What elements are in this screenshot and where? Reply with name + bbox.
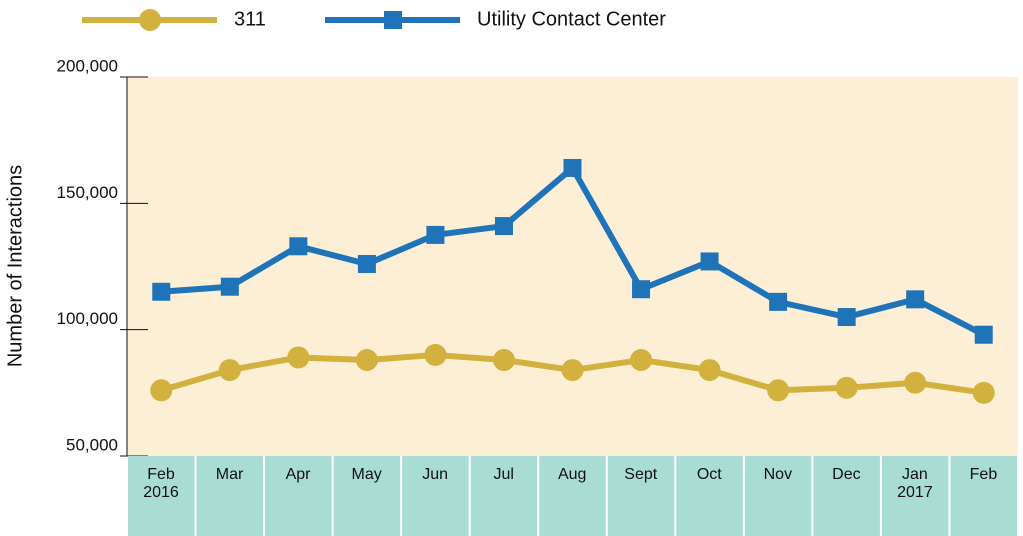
data-point — [700, 252, 719, 271]
category-cell — [744, 456, 812, 536]
data-point — [563, 158, 582, 177]
data-point — [355, 348, 378, 371]
data-point — [837, 308, 856, 327]
data-point — [492, 348, 515, 371]
data-point — [289, 237, 308, 256]
data-point — [561, 359, 584, 382]
data-point — [424, 343, 447, 366]
x-tick-label: Oct — [675, 466, 743, 484]
data-point — [287, 346, 310, 369]
x-tick-label: Jun — [401, 466, 469, 484]
data-point — [769, 292, 788, 311]
legend-marker — [384, 11, 402, 29]
x-tick-text: Jun — [422, 466, 449, 483]
x-tick-text: May — [351, 466, 382, 483]
x-tick-text: Oct — [696, 466, 722, 483]
category-cell — [402, 456, 469, 536]
data-point — [972, 381, 995, 404]
category-cell — [128, 456, 195, 536]
x-tick-label: Sept — [607, 466, 675, 484]
data-point — [494, 217, 513, 236]
x-tick-label: Feb — [949, 466, 1017, 484]
category-cell — [265, 456, 332, 536]
x-tick-text: Dec — [832, 466, 861, 483]
x-tick-label: Jan 2017 — [881, 466, 949, 502]
data-point — [220, 277, 239, 296]
category-cell — [881, 456, 949, 536]
y-tick-label: 100,000 — [57, 309, 118, 328]
x-tick-text: Mar — [215, 466, 244, 483]
x-tick-label: Dec — [812, 466, 880, 484]
x-tick-text: Sept — [624, 466, 658, 483]
data-point — [426, 225, 445, 244]
category-cell — [813, 456, 880, 536]
data-point — [835, 376, 858, 399]
data-point — [906, 290, 925, 309]
legend-marker — [139, 9, 161, 31]
y-axis-label: Number of Interactions — [4, 165, 26, 367]
legend-label: 311 — [234, 8, 266, 30]
x-tick-text: Feb — [969, 466, 998, 483]
legend-label: Utility Contact Center — [477, 8, 666, 30]
y-tick-label: 150,000 — [57, 183, 118, 202]
y-tick-label: 50,000 — [66, 435, 118, 454]
data-point — [698, 359, 721, 382]
plot-area — [127, 77, 1018, 456]
category-cell — [196, 456, 264, 536]
x-tick-text: Nov — [763, 466, 793, 483]
data-point — [904, 371, 927, 394]
x-tick-text: Jan 2017 — [897, 466, 933, 501]
category-cell — [607, 456, 675, 536]
data-point — [218, 359, 241, 382]
x-tick-label: Feb 2016 — [127, 466, 195, 502]
x-tick-label: Nov — [744, 466, 812, 484]
category-cell — [539, 456, 606, 536]
x-tick-text: Apr — [285, 466, 311, 483]
x-tick-label: May — [333, 466, 401, 484]
data-point — [632, 280, 651, 299]
data-point — [357, 254, 376, 273]
x-tick-label: Mar — [196, 466, 264, 484]
data-point — [767, 379, 790, 402]
x-tick-label: Aug — [538, 466, 606, 484]
category-cell — [676, 456, 743, 536]
y-tick-label: 200,000 — [57, 56, 118, 75]
data-point — [150, 379, 173, 402]
x-tick-text: Feb 2016 — [143, 466, 179, 501]
category-cell — [470, 456, 538, 536]
category-cell — [950, 456, 1017, 536]
x-tick-text: Jul — [493, 466, 514, 483]
x-tick-label: Jul — [470, 466, 538, 484]
x-tick-label: Apr — [264, 466, 332, 484]
data-point — [630, 348, 653, 371]
x-tick-text: Aug — [557, 466, 587, 483]
data-point — [974, 325, 993, 344]
data-point — [152, 282, 171, 301]
category-cell — [333, 456, 401, 536]
